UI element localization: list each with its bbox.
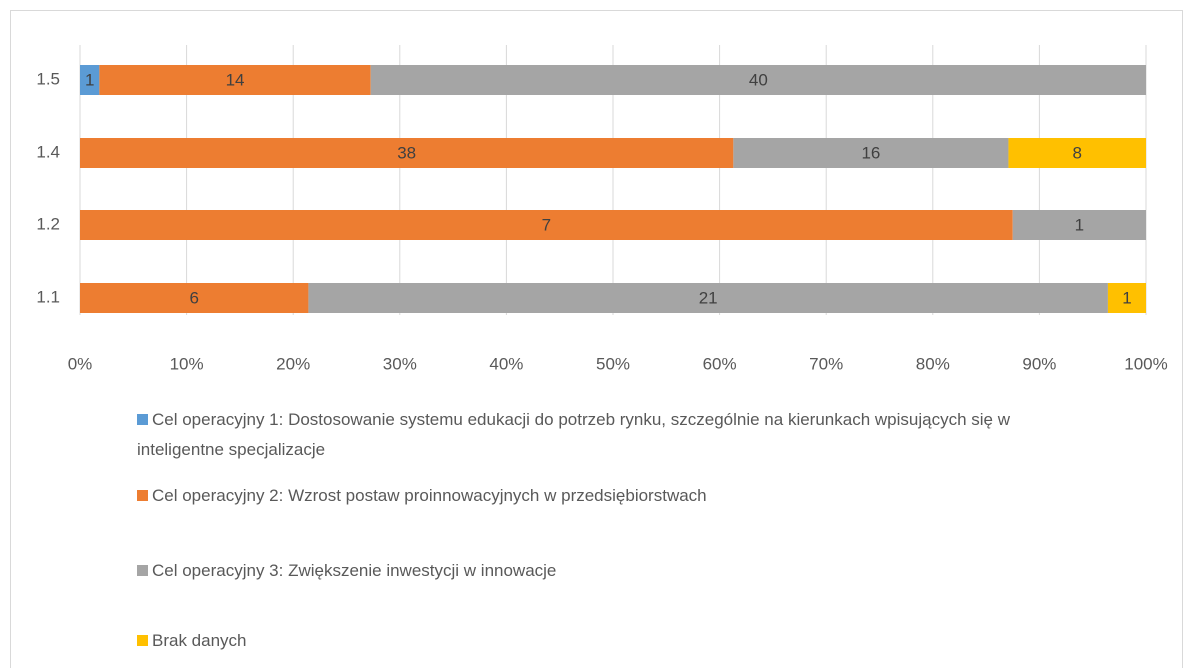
data-label: 1 [1075,215,1084,234]
x-tick-label: 90% [1022,354,1056,373]
bar-segment [1107,283,1146,313]
data-label: 38 [397,143,416,162]
data-label: 16 [861,143,880,162]
x-tick-label: 80% [916,354,950,373]
x-tick-label: 40% [489,354,523,373]
legend-swatch [137,565,148,576]
data-label: 6 [189,288,198,307]
data-label: 1 [85,70,94,89]
legend-label: Brak danych [152,631,247,650]
legend-label: Cel operacyjny 2: Wzrost postaw proinnow… [152,486,707,505]
bar-segment [80,65,100,95]
bar-segment [1012,210,1146,240]
data-label: 40 [749,70,768,89]
x-tick-label: 50% [596,354,630,373]
bar-segment [1008,138,1146,168]
y-tick-label: 1.5 [36,69,60,88]
legend-swatch [137,414,148,425]
x-tick-label: 30% [383,354,417,373]
bar-segment [80,210,1013,240]
legend-item: Cel operacyjny 3: Zwiększenie inwestycji… [137,556,1097,586]
x-tick-label: 60% [703,354,737,373]
legend-item: Cel operacyjny 1: Dostosowanie systemu e… [137,405,1097,465]
data-label: 8 [1072,143,1081,162]
bar-segment [308,283,1108,313]
x-tick-label: 20% [276,354,310,373]
x-tick-label: 10% [170,354,204,373]
x-tick-label: 0% [68,354,93,373]
legend-label: Cel operacyjny 3: Zwiększenie inwestycji… [152,561,557,580]
legend-swatch [137,490,148,501]
bar-segment [80,283,309,313]
x-tick-label: 70% [809,354,843,373]
bar-segment [370,65,1146,95]
data-label: 1 [1122,288,1131,307]
y-tick-label: 1.4 [36,142,60,161]
legend-label: Cel operacyjny 1: Dostosowanie systemu e… [137,410,1010,459]
data-label: 21 [699,288,718,307]
chart-border [10,10,1183,668]
legend-item: Cel operacyjny 2: Wzrost postaw proinnow… [137,481,1097,511]
bar-segment [99,65,371,95]
data-label: 14 [226,70,245,89]
data-label: 7 [542,215,551,234]
legend-item: Brak danych [137,626,1097,656]
x-tick-label: 100% [1124,354,1167,373]
bar-segment [80,138,734,168]
legend-swatch [137,635,148,646]
bar-segment [733,138,1009,168]
y-tick-label: 1.1 [36,287,60,306]
y-tick-label: 1.2 [36,214,60,233]
